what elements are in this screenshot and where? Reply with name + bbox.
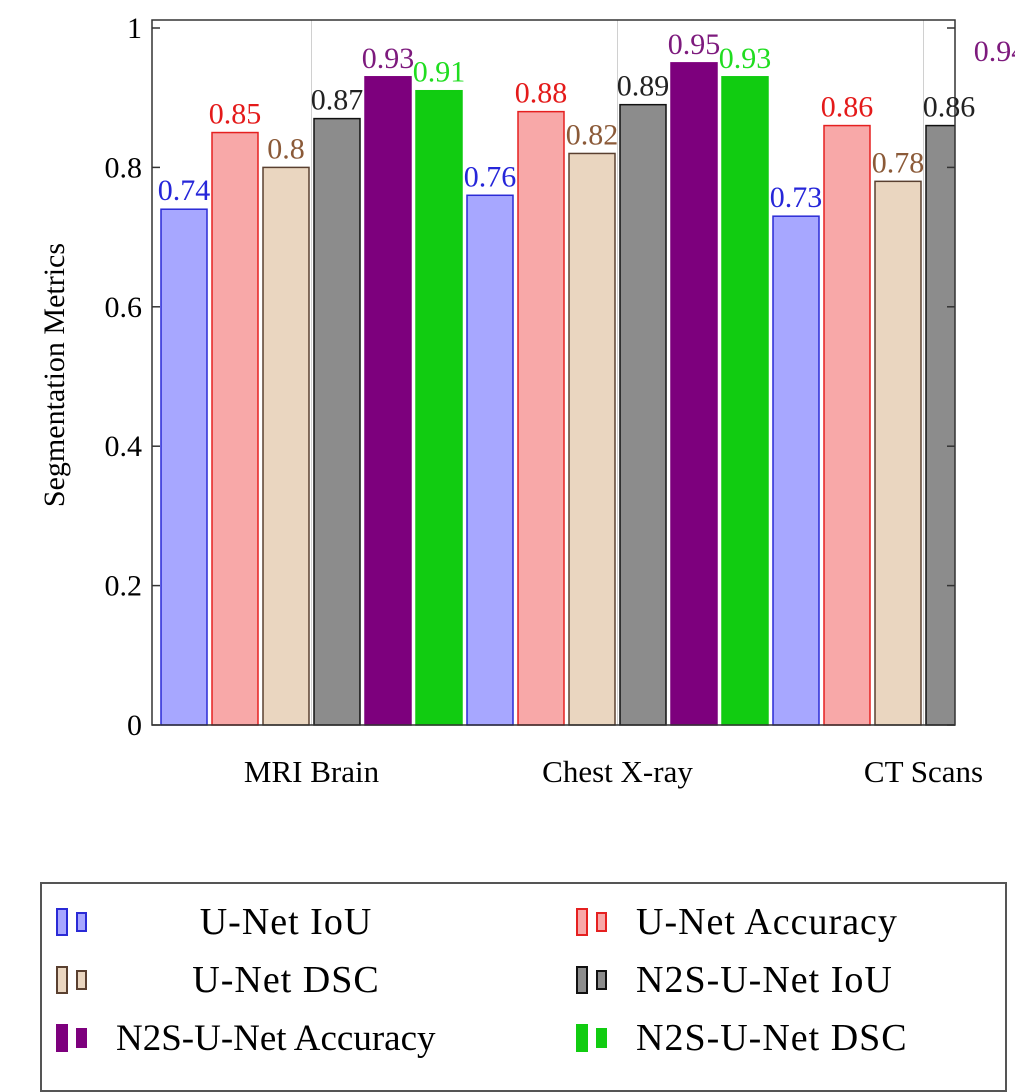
legend-swatch (56, 966, 116, 994)
data-label-n2s-u-net-iou-1: 0.89 (617, 70, 670, 103)
data-label-n2s-u-net-accuracy-1: 0.95 (668, 28, 721, 61)
legend: U-Net IoU U-Net Accuracy U-Net DSC N2S-U-Ne… (40, 882, 1007, 1092)
data-label-n2s-u-net-accuracy-0: 0.93 (362, 42, 415, 75)
legend-entry-u-net-accuracy: U-Net Accuracy (576, 894, 898, 950)
y-tick-label-2: 0.4 (105, 430, 143, 463)
y-tick-label-4: 0.8 (105, 151, 143, 184)
data-label-n2s-u-net-iou-2: 0.86 (923, 91, 976, 124)
bar-n2s-u-net-accuracy-2 (977, 70, 1015, 725)
x-category-label-2: CT Scans (864, 754, 983, 789)
legend-label: N2S-U-Net DSC (636, 1016, 908, 1060)
legend-label: U-Net DSC (116, 958, 456, 1002)
chart: 0 0.2 0.4 0.6 0.8 1 MRI Brain Chest X-ray CT Sc… (0, 0, 1015, 875)
data-label-u-net-iou-2: 0.73 (770, 181, 823, 214)
legend-label: N2S-U-Net IoU (636, 958, 893, 1002)
bar-n2s-u-net-iou-1 (620, 105, 666, 725)
legend-label: N2S-U-Net Accuracy (116, 1017, 456, 1060)
x-category-label-1: Chest X-ray (542, 754, 693, 789)
y-tick-label-0: 0 (127, 709, 142, 742)
data-label-n2s-u-net-dsc-0: 0.91 (413, 56, 466, 89)
y-tick-label-3: 0.6 (105, 291, 143, 324)
data-label-u-net-iou-1: 0.76 (464, 160, 517, 193)
bar-n2s-u-net-dsc-1 (722, 77, 768, 725)
data-label-u-net-accuracy-1: 0.88 (515, 77, 568, 110)
legend-swatch (56, 908, 116, 936)
bar-n2s-u-net-accuracy-0 (365, 77, 411, 725)
bar-u-net-iou-2 (773, 216, 819, 725)
bar-u-net-dsc-2 (875, 181, 921, 725)
legend-swatch (56, 1024, 116, 1052)
data-label-n2s-u-net-accuracy-2: 0.94 (974, 35, 1015, 68)
data-label-n2s-u-net-dsc-1: 0.93 (719, 42, 772, 75)
bar-u-net-dsc-1 (569, 153, 615, 725)
data-label-u-net-iou-0: 0.74 (158, 174, 211, 207)
data-label-u-net-accuracy-0: 0.85 (209, 98, 262, 131)
legend-entry-n2s-u-net-accuracy: N2S-U-Net Accuracy (56, 1010, 456, 1066)
legend-swatch (576, 966, 636, 994)
y-axis-title: Segmentation Metrics (38, 243, 71, 507)
legend-entry-u-net-iou: U-Net IoU (56, 894, 456, 950)
legend-entry-u-net-dsc: U-Net DSC (56, 952, 456, 1008)
legend-swatch (576, 1024, 636, 1052)
x-category-label-0: MRI Brain (244, 754, 380, 789)
bar-u-net-accuracy-0 (212, 133, 258, 725)
bar-n2s-u-net-dsc-0 (416, 91, 462, 725)
data-label-n2s-u-net-iou-0: 0.87 (311, 84, 364, 117)
legend-entry-n2s-u-net-dsc: N2S-U-Net DSC (576, 1010, 908, 1066)
bar-u-net-dsc-0 (263, 167, 309, 725)
bar-u-net-iou-0 (161, 209, 207, 725)
bar-u-net-accuracy-1 (518, 112, 564, 725)
bar-n2s-u-net-iou-2 (926, 126, 972, 725)
y-tick-label-1: 0.2 (105, 570, 143, 603)
bar-u-net-accuracy-2 (824, 126, 870, 725)
data-label-u-net-dsc-0: 0.8 (267, 132, 305, 165)
bar-u-net-iou-1 (467, 195, 513, 725)
data-label-u-net-dsc-2: 0.78 (872, 146, 925, 179)
data-label-u-net-dsc-1: 0.82 (566, 118, 619, 151)
bar-n2s-u-net-iou-0 (314, 119, 360, 725)
legend-entry-n2s-u-net-iou: N2S-U-Net IoU (576, 952, 893, 1008)
legend-swatch (576, 908, 636, 936)
legend-label: U-Net IoU (116, 900, 456, 944)
legend-label: U-Net Accuracy (636, 900, 898, 944)
y-tick-label-5: 1 (127, 12, 142, 45)
bar-n2s-u-net-accuracy-1 (671, 63, 717, 725)
data-label-u-net-accuracy-2: 0.86 (821, 91, 874, 124)
